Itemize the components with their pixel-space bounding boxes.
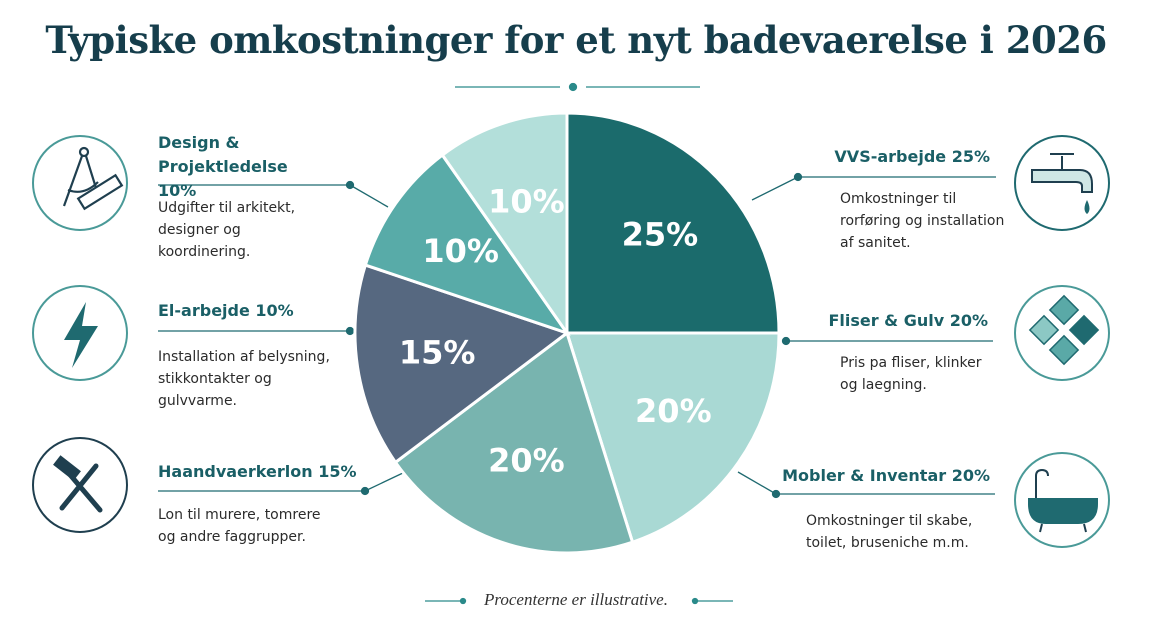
category-label: El-arbejde 10% [158,301,294,320]
pie-slice [363,152,571,336]
category-label: Mobler & Inventar 20% [782,466,990,485]
category-label: Fliser & Gulv 20% [828,311,988,330]
description-line: Udgifter til arkitekt, [158,200,296,216]
pie-slice [393,330,635,555]
description-line: og andre faggrupper. [158,529,306,545]
description-line: af sanitet. [840,235,911,251]
category-description: Omkostninger til skabe, toilet, brusenich… [806,510,972,554]
pie-slice [440,111,569,338]
pie-slice [564,331,781,545]
category-label: Haandvaerkerlon 15% [158,462,357,481]
slice-label: 20% [635,392,712,430]
icons [32,135,1110,548]
description-line: koordinering. [158,244,251,260]
slice-label: 15% [399,333,476,371]
category-label: VVS-arbejde 25% [834,147,990,166]
slice-label: 10% [422,232,499,270]
footnote: Procenterne er illustrative. [484,590,668,609]
description-line: stikkontakter og [158,371,272,387]
pie-slice [565,111,781,335]
pie: 25% 20% 20% 15% 10% 10% [353,111,781,555]
description-line: gulvvarme. [158,393,238,409]
category-description: Pris pa fliser, klinker og laegning. [840,352,982,396]
category-description: Udgifter til arkitekt, designer og koordin… [158,197,295,263]
description-line: Omkostninger til skabe, [806,513,973,529]
description-line: Pris pa fliser, klinker [840,355,982,371]
slice-label: 10% [488,182,565,220]
title: Typiske omkostninger for et nyt badevaer… [45,18,1107,62]
category-description: Lon til murere, tomrere og andre faggrupp… [158,504,321,548]
description-line: rorføring og installation [840,213,1005,229]
category-description: Omkostninger til rorføring og installatio… [840,188,1004,254]
decor [425,82,733,605]
description-line: og laegning. [840,377,927,393]
pie-slice [353,263,571,465]
description-line: Installation af belysning, [158,349,330,365]
category-description: Installation af belysning, stikkontakter … [158,346,330,412]
category-label: Design & Projektledelse 10% [158,133,288,200]
slice-label: 20% [488,442,565,480]
description-line: Omkostninger til [840,191,957,207]
description-line: toilet, bruseniche m.m. [806,535,969,551]
description-line: Lon til murere, tomrere [158,507,321,523]
slice-label: 25% [622,216,699,254]
connectors [158,172,996,499]
description-line: designer og [158,222,241,238]
